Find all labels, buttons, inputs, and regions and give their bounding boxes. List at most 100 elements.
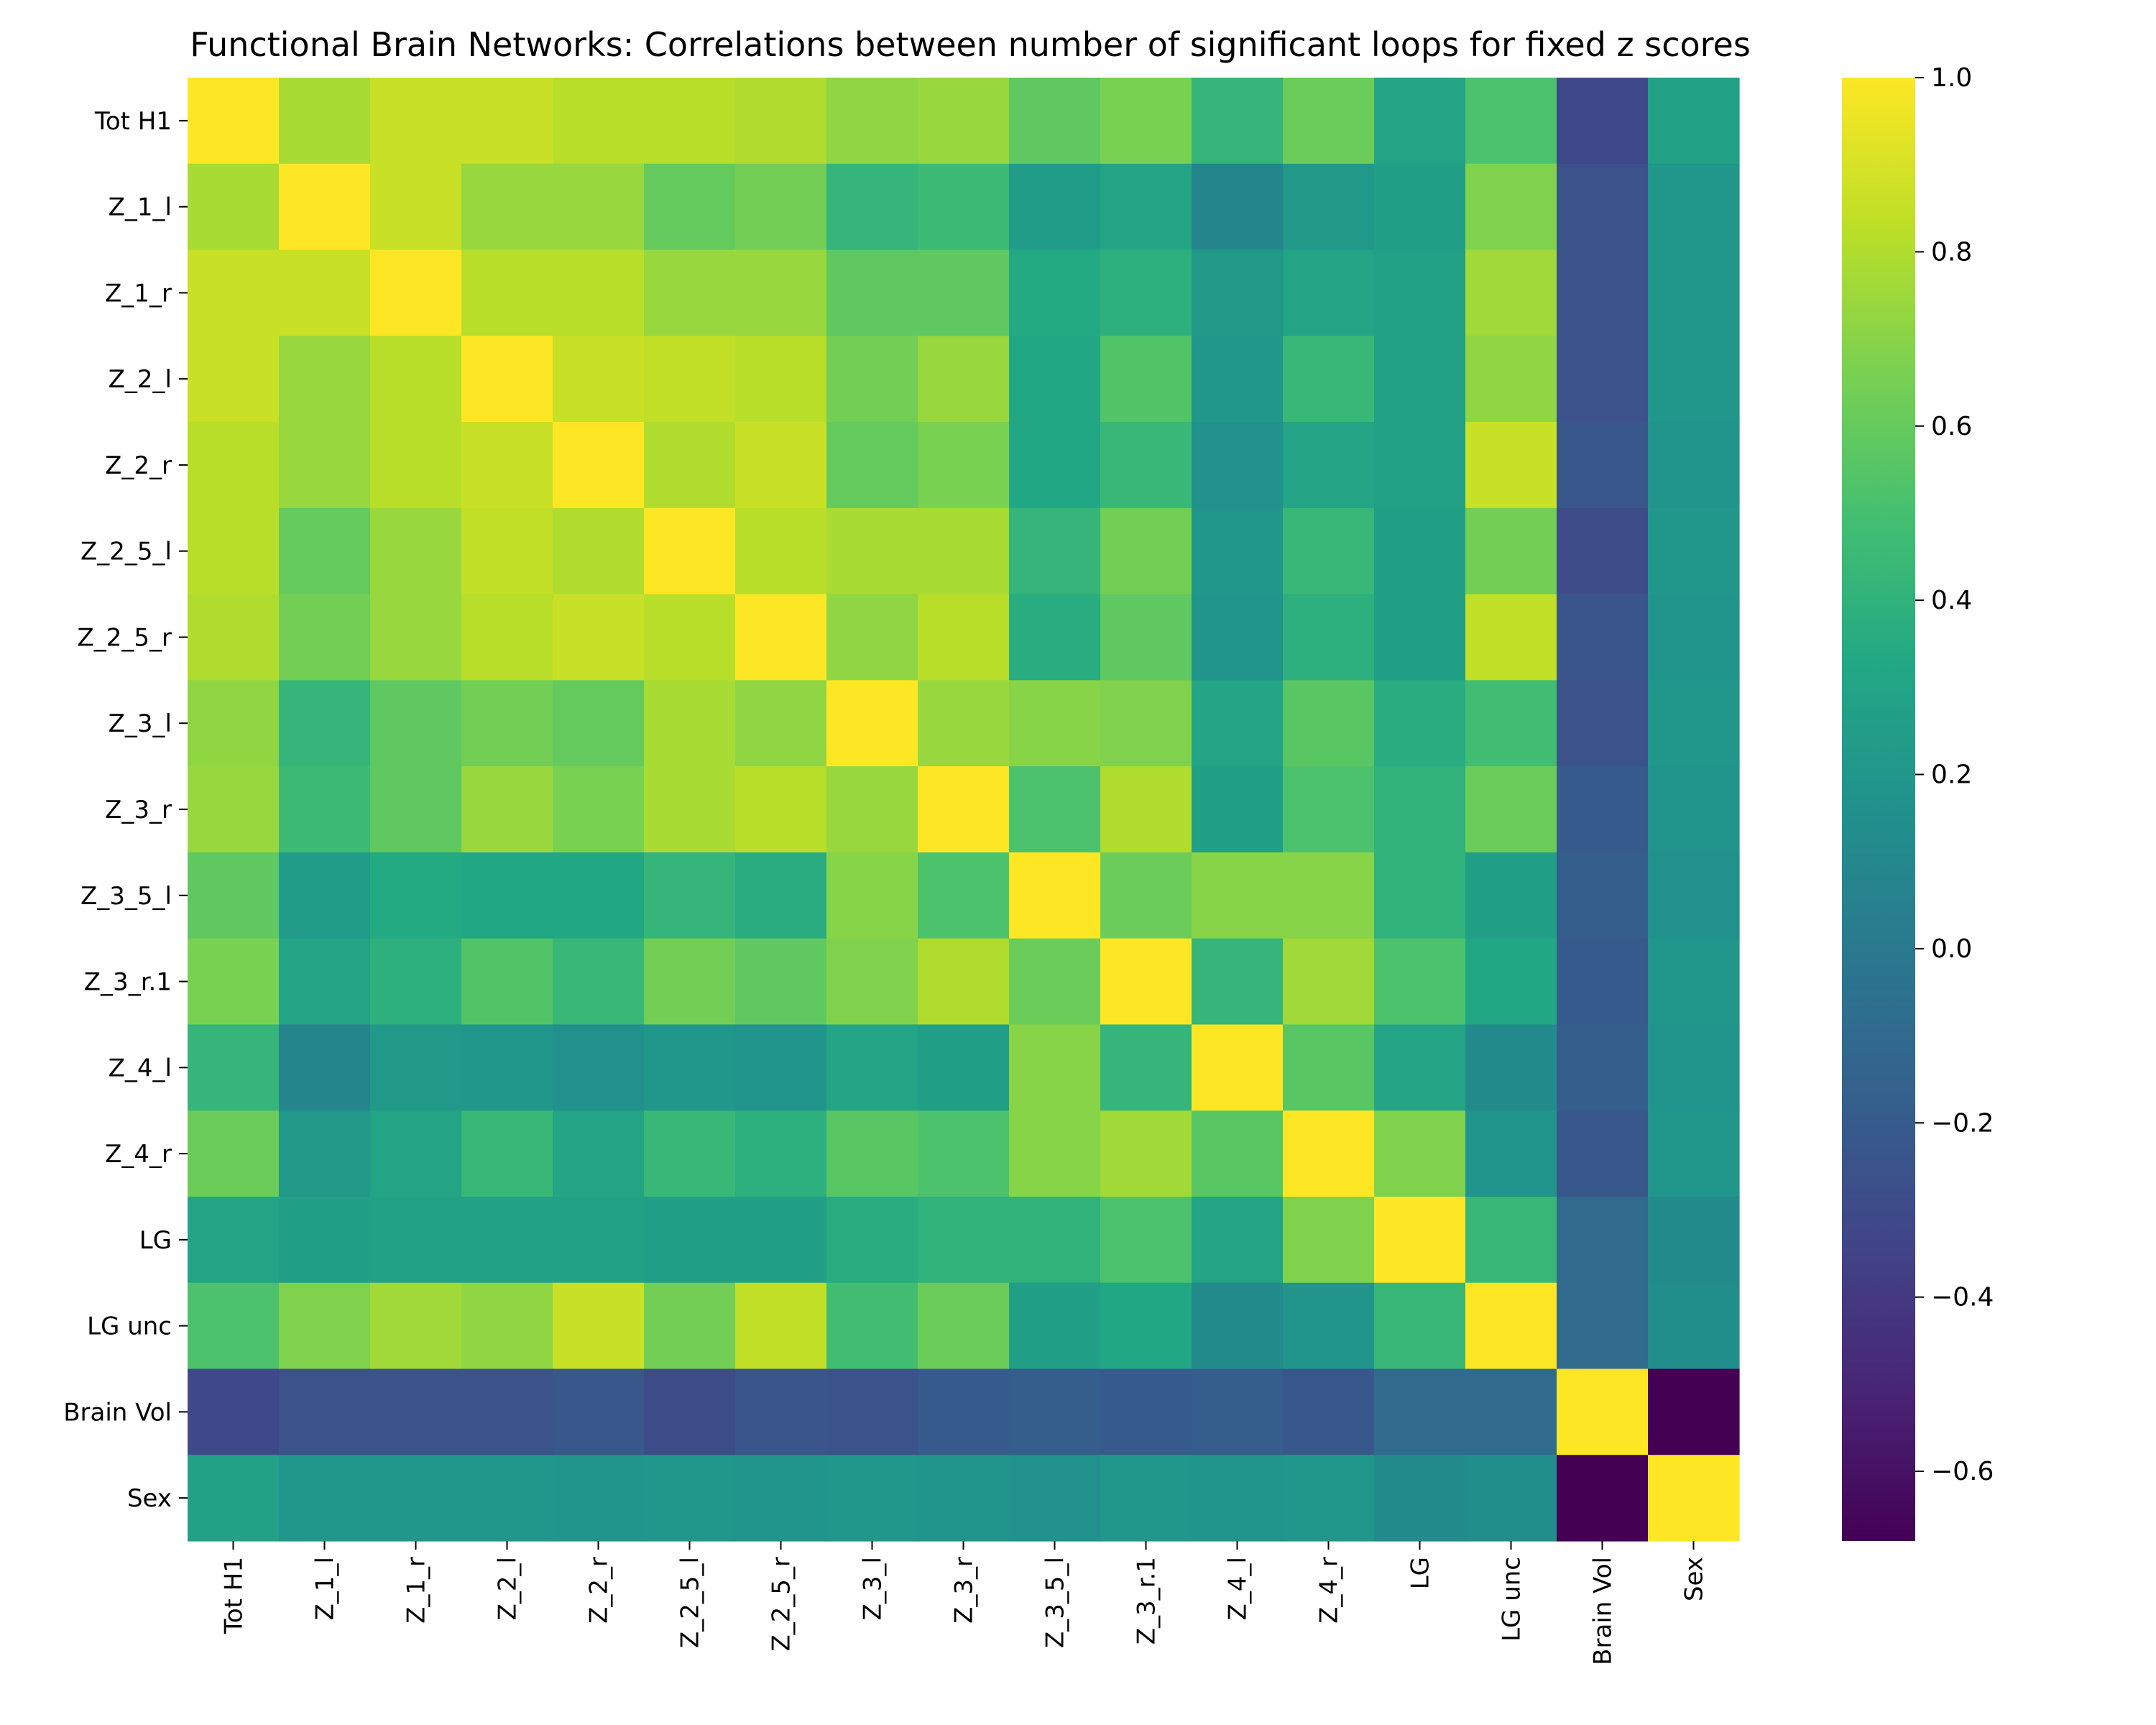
heatmap-cell: [1557, 336, 1649, 423]
x-tick-label: Z_4_l: [1224, 1557, 1253, 1620]
heatmap-cell: [1648, 507, 1740, 595]
heatmap-cell: [1009, 680, 1101, 767]
heatmap-cell: [1009, 78, 1101, 165]
colorbar-tick-label: −0.4: [1931, 1283, 1994, 1312]
heatmap-cell: [1374, 336, 1466, 423]
heatmap-cell: [1100, 852, 1192, 939]
heatmap-cell: [279, 1282, 371, 1370]
heatmap-cell: [1557, 852, 1649, 939]
heatmap-cell: [1009, 1024, 1101, 1111]
heatmap-cell: [1374, 1196, 1466, 1284]
heatmap-cell: [188, 1024, 280, 1111]
heatmap-cell: [644, 78, 736, 165]
heatmap-cell: [370, 1455, 462, 1542]
heatmap-cell: [1283, 1282, 1375, 1370]
heatmap-cell: [553, 249, 645, 336]
heatmap-cell: [1192, 1196, 1284, 1284]
y-tick-label: Z_1_l: [109, 193, 172, 222]
heatmap-cell: [1374, 680, 1466, 767]
heatmap-cell: [279, 336, 371, 423]
heatmap-cell: [826, 249, 918, 336]
y-tick-label: Z_3_r.1: [84, 968, 172, 997]
heatmap-cell: [918, 1368, 1010, 1455]
heatmap-cell: [279, 680, 371, 767]
heatmap-cell: [644, 766, 736, 853]
x-tick-label: Tot H1: [220, 1557, 249, 1634]
heatmap-cell: [644, 1368, 736, 1455]
heatmap-cell: [1374, 1368, 1466, 1455]
heatmap-cell: [735, 1368, 827, 1455]
heatmap-cell: [1009, 1455, 1101, 1542]
heatmap-cell: [188, 594, 280, 681]
heatmap-cell: [553, 163, 645, 251]
heatmap-cell: [1192, 163, 1284, 251]
heatmap-cell: [553, 1196, 645, 1284]
heatmap-cell: [553, 1110, 645, 1197]
x-axis: Tot H1 Z_1_l Z_1_r Z_2_l Z_2_r Z_2_5_l Z_2_5_r…: [220, 1541, 1709, 1665]
heatmap-cell: [279, 249, 371, 336]
heatmap-cell: [370, 938, 462, 1026]
x-tick-label: Z_1_l: [311, 1557, 340, 1620]
colorbar-tick-label: 0.8: [1931, 237, 1972, 267]
heatmap-cell: [644, 1024, 736, 1111]
heatmap-cell: [279, 1024, 371, 1111]
heatmap-cell: [188, 1110, 280, 1197]
heatmap-cell: [370, 336, 462, 423]
heatmap-cell: [918, 1110, 1010, 1197]
y-tick-label: Z_2_r: [105, 451, 172, 480]
heatmap-cell: [1100, 766, 1192, 853]
heatmap-cell: [1557, 1024, 1649, 1111]
heatmap-cell: [461, 1024, 553, 1111]
heatmap-cell: [279, 938, 371, 1026]
x-tick-label: Z_2_r: [585, 1557, 614, 1624]
heatmap-cell: [1009, 1282, 1101, 1370]
heatmap-cell: [918, 1196, 1010, 1284]
x-tick-label: Z_3_l: [859, 1557, 888, 1620]
heatmap-cell: [279, 1368, 371, 1455]
heatmap-cell: [1192, 1282, 1284, 1370]
heatmap-cell: [1374, 1024, 1466, 1111]
heatmap-cell: [1374, 1110, 1466, 1197]
heatmap-cell: [1283, 1455, 1375, 1542]
heatmap-cell: [735, 938, 827, 1026]
heatmap-cell: [1465, 422, 1557, 509]
y-tick-label: Z_4_r: [105, 1140, 172, 1169]
heatmap-cell: [918, 1024, 1010, 1111]
heatmap-cell: [188, 1455, 280, 1542]
heatmap-cell: [735, 1110, 827, 1197]
heatmap-cell: [1557, 422, 1649, 509]
heatmap-cell: [1100, 1368, 1192, 1455]
heatmap-cell: [370, 766, 462, 853]
heatmap-cell: [553, 336, 645, 423]
heatmap-cell: [1374, 594, 1466, 681]
heatmap-cell: [370, 680, 462, 767]
heatmap-cell: [1374, 766, 1466, 853]
heatmap-cell: [1648, 1282, 1740, 1370]
x-tick-label: Z_1_r: [402, 1557, 431, 1624]
heatmap-cell: [918, 594, 1010, 681]
heatmap-cell: [1648, 422, 1740, 509]
y-tick-label: Z_2_5_r: [77, 623, 172, 652]
heatmap-cell: [1374, 1455, 1466, 1542]
x-tick-label: Sex: [1680, 1557, 1709, 1601]
y-tick-label: Z_3_r: [105, 796, 172, 824]
heatmap-cell: [188, 507, 280, 595]
heatmap-cell: [735, 422, 827, 509]
heatmap-cell: [370, 507, 462, 595]
x-tick-label: LG: [1406, 1557, 1435, 1589]
heatmap-cell: [644, 938, 736, 1026]
heatmap-cell: [553, 1368, 645, 1455]
heatmap-cell: [188, 1196, 280, 1284]
heatmap-cell: [918, 938, 1010, 1026]
heatmap-cell: [1283, 336, 1375, 423]
heatmap-cell: [1283, 507, 1375, 595]
heatmap-cell: [461, 1368, 553, 1455]
heatmap-cell: [1192, 852, 1284, 939]
heatmap-cell: [1557, 1110, 1649, 1197]
heatmap-cell: [461, 507, 553, 595]
heatmap-cell: [1648, 1024, 1740, 1111]
heatmap-cell: [1100, 1282, 1192, 1370]
y-tick-label: Z_2_l: [109, 365, 172, 394]
heatmap-cell: [1283, 594, 1375, 681]
x-tick-label: Z_2_5_r: [768, 1557, 796, 1652]
